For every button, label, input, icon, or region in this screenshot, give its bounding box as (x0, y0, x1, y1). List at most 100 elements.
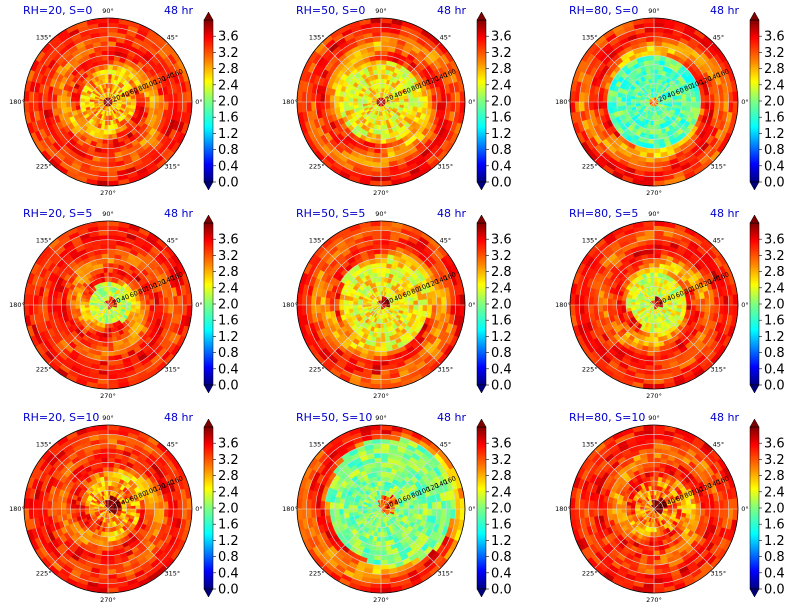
field-cell (616, 101, 622, 108)
field-cell (75, 300, 81, 306)
field-cell (422, 304, 428, 312)
angular-tick-label: 135° (36, 237, 52, 245)
field-cell (65, 101, 72, 108)
field-cell (140, 304, 146, 311)
panel-0-0: 0°45°90°135°180°225°270°315°204060801001… (9, 4, 239, 197)
field-cell (653, 41, 663, 47)
field-cell (377, 120, 382, 126)
angular-tick-label: 90° (102, 7, 114, 15)
angular-tick-label: 180° (9, 98, 25, 106)
field-cell (70, 304, 76, 311)
field-cell (371, 374, 382, 380)
field-cell (33, 295, 39, 306)
angular-tick-label: 315° (165, 365, 181, 373)
field-cell (372, 244, 382, 250)
field-cell (102, 134, 109, 140)
field-cell (47, 304, 53, 314)
field-cell (709, 101, 715, 111)
field-cell (42, 296, 49, 306)
field-cell (375, 262, 382, 269)
field-cell (107, 50, 115, 56)
angular-tick-label: 180° (9, 301, 25, 309)
colorbar-tick-label: 3.2 (491, 46, 512, 61)
colorbar-tick-label: 0.0 (218, 176, 239, 191)
field-cell (101, 55, 109, 61)
field-cell (144, 299, 151, 306)
field-cell (343, 299, 349, 306)
angular-tick-label: 270° (373, 189, 389, 197)
field-cell (56, 304, 62, 312)
colorbar-extend-min (476, 181, 487, 191)
field-cell (61, 101, 67, 109)
field-cell (99, 364, 109, 371)
colorbar-body (476, 222, 487, 386)
panel-title: RH=20, S=0 (23, 4, 92, 17)
field-cell (375, 134, 382, 140)
colorbar-tick-label: 1.2 (491, 330, 512, 345)
field-cell (65, 304, 72, 311)
field-cell (380, 341, 387, 348)
field-cell (101, 258, 109, 264)
colorbar-tick-label: 0.0 (491, 379, 512, 394)
field-cell (107, 83, 111, 89)
colorbar-tick-label: 1.2 (218, 330, 239, 345)
field-cell (154, 95, 160, 103)
field-cell (380, 171, 391, 177)
field-cell (644, 27, 655, 33)
field-cell (375, 337, 382, 343)
field-cell (154, 101, 160, 109)
colorbar-tick-label: 0.4 (491, 159, 512, 174)
field-cell (371, 171, 382, 177)
field-cell (107, 134, 114, 140)
colorbar-tick-label: 2.8 (218, 265, 239, 280)
field-cell (334, 304, 340, 312)
field-cell (375, 138, 382, 145)
angular-tick-label: 180° (282, 98, 298, 106)
angular-tick-label: 45° (167, 237, 179, 245)
field-cell (98, 230, 109, 236)
colorbar-tick-label: 3.2 (764, 46, 785, 61)
field-cell (413, 299, 419, 306)
field-cell (648, 267, 655, 273)
colorbar-tick-label: 2.4 (491, 78, 512, 93)
field-cell (653, 64, 660, 70)
field-cell (149, 95, 155, 103)
colorbar-tick-label: 0.8 (491, 143, 512, 158)
field-cell (630, 301, 636, 306)
field-cell (107, 138, 114, 145)
field-cell (399, 304, 405, 309)
field-cell (126, 101, 132, 106)
colorbar-tick-label: 1.6 (491, 314, 512, 329)
field-cell (380, 337, 387, 343)
field-cell (374, 143, 382, 149)
field-cell (107, 148, 115, 154)
field-cell (61, 304, 67, 312)
field-cell (158, 304, 165, 313)
field-cell (372, 157, 382, 163)
field-cell (99, 244, 109, 250)
colorbar-tick-label: 2.4 (218, 78, 239, 93)
panel-title: RH=80, S=0 (569, 4, 638, 17)
field-cell (99, 157, 109, 163)
field-cell (154, 298, 160, 306)
field-cell (56, 101, 62, 109)
field-cell (450, 92, 456, 103)
field-cell (649, 129, 655, 135)
field-cell (352, 98, 359, 103)
field-cell (163, 93, 169, 103)
colorbar-extend-max (203, 11, 214, 21)
field-cell (653, 267, 660, 273)
field-cell (653, 157, 663, 163)
field-cell (700, 95, 706, 103)
colorbar-tick-label: 1.6 (218, 314, 239, 329)
field-cell (422, 101, 428, 109)
field-cell (42, 304, 49, 314)
angular-tick-label: 315° (165, 162, 181, 170)
colorbar-extend-min (203, 181, 214, 191)
field-cell (653, 83, 657, 89)
colorbar-body (203, 19, 214, 183)
grid-spoke (48, 42, 109, 103)
field-cell (47, 296, 53, 306)
field-cell (101, 148, 109, 154)
field-cell (338, 101, 345, 108)
